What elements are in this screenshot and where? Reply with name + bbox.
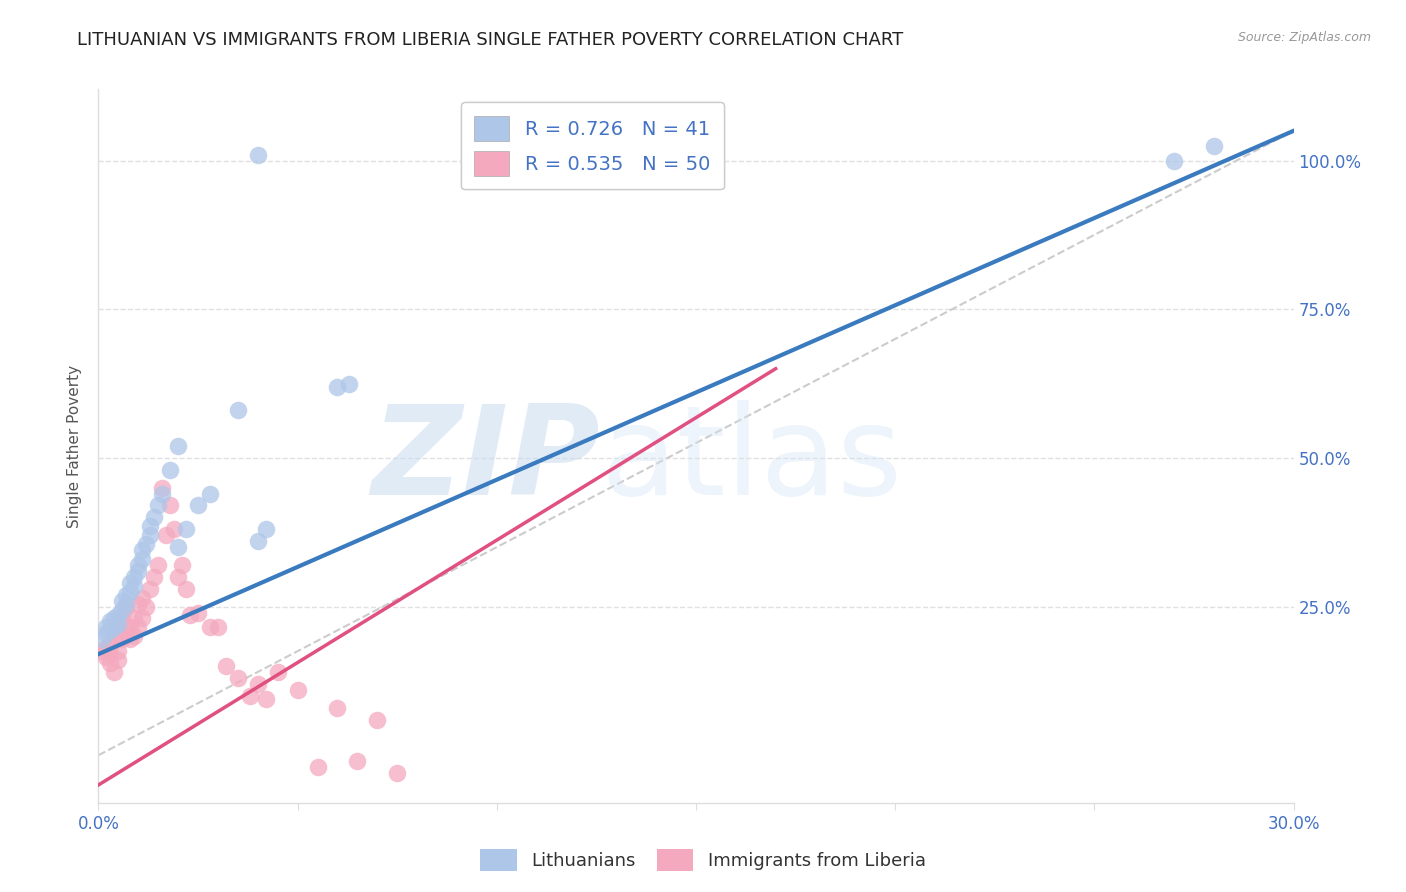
Point [98, 624, 122, 638]
Point [198, 620, 221, 634]
Point [150, 481, 173, 495]
Point [187, 499, 209, 513]
Point [96, 626, 118, 640]
Point [385, 766, 409, 780]
Point [127, 558, 149, 572]
Point [143, 570, 166, 584]
Point [226, 403, 249, 417]
Point [167, 570, 190, 584]
Point [167, 439, 190, 453]
Point [148, 499, 170, 513]
Point [96, 641, 118, 656]
Text: atlas: atlas [600, 400, 903, 521]
Point [159, 499, 181, 513]
Point [254, 522, 277, 536]
Point [115, 597, 138, 611]
Point [174, 522, 197, 536]
Point [131, 591, 153, 605]
Point [1202, 138, 1225, 153]
Point [124, 570, 146, 584]
Point [107, 608, 129, 623]
Point [135, 537, 157, 551]
Point [115, 626, 138, 640]
Point [246, 677, 269, 691]
Point [103, 629, 125, 643]
Y-axis label: Single Father Poverty: Single Father Poverty [67, 365, 83, 527]
Point [143, 510, 166, 524]
Point [111, 593, 134, 607]
Point [98, 656, 122, 670]
Point [226, 671, 249, 685]
Legend: Lithuanians, Immigrants from Liberia: Lithuanians, Immigrants from Liberia [474, 842, 932, 879]
Point [127, 564, 149, 578]
Point [111, 632, 134, 647]
Point [124, 611, 146, 625]
Point [174, 582, 197, 596]
Point [339, 376, 361, 391]
Point [131, 611, 153, 625]
Point [1163, 153, 1185, 168]
Point [187, 606, 209, 620]
Point [96, 650, 118, 665]
Point [131, 552, 153, 566]
Point [239, 689, 262, 703]
Point [127, 597, 149, 611]
Point [91, 632, 114, 647]
Point [254, 691, 277, 706]
Point [139, 528, 162, 542]
Point [215, 659, 238, 673]
Point [103, 611, 125, 625]
Point [103, 620, 125, 634]
Point [127, 620, 149, 634]
Point [155, 528, 177, 542]
Text: Source: ZipAtlas.com: Source: ZipAtlas.com [1237, 31, 1371, 45]
Point [150, 486, 173, 500]
Point [198, 486, 221, 500]
Point [107, 653, 129, 667]
Point [120, 620, 142, 634]
Point [326, 700, 349, 714]
Point [111, 611, 134, 625]
Point [135, 599, 157, 614]
Point [267, 665, 290, 679]
Text: ZIP: ZIP [371, 400, 600, 521]
Point [207, 620, 229, 634]
Point [120, 632, 142, 647]
Point [124, 579, 146, 593]
Point [287, 682, 309, 697]
Point [167, 540, 190, 554]
Point [326, 379, 349, 393]
Point [107, 617, 129, 632]
Point [307, 760, 329, 774]
Point [148, 558, 170, 572]
Point [91, 644, 114, 658]
Point [96, 620, 118, 634]
Point [366, 713, 388, 727]
Point [163, 522, 186, 536]
Point [111, 602, 134, 616]
Point [139, 519, 162, 533]
Point [246, 147, 269, 161]
Point [115, 599, 138, 614]
Point [98, 638, 122, 652]
Point [98, 615, 122, 629]
Point [107, 620, 129, 634]
Point [98, 647, 122, 661]
Point [159, 463, 181, 477]
Point [120, 584, 142, 599]
Point [103, 665, 125, 679]
Point [346, 754, 368, 768]
Point [246, 534, 269, 549]
Point [115, 588, 138, 602]
Legend: R = 0.726   N = 41, R = 0.535   N = 50: R = 0.726 N = 41, R = 0.535 N = 50 [461, 103, 724, 189]
Point [124, 629, 146, 643]
Point [107, 644, 129, 658]
Point [179, 608, 201, 623]
Point [120, 575, 142, 590]
Point [131, 543, 153, 558]
Text: LITHUANIAN VS IMMIGRANTS FROM LIBERIA SINGLE FATHER POVERTY CORRELATION CHART: LITHUANIAN VS IMMIGRANTS FROM LIBERIA SI… [77, 31, 904, 49]
Point [172, 558, 194, 572]
Point [139, 582, 162, 596]
